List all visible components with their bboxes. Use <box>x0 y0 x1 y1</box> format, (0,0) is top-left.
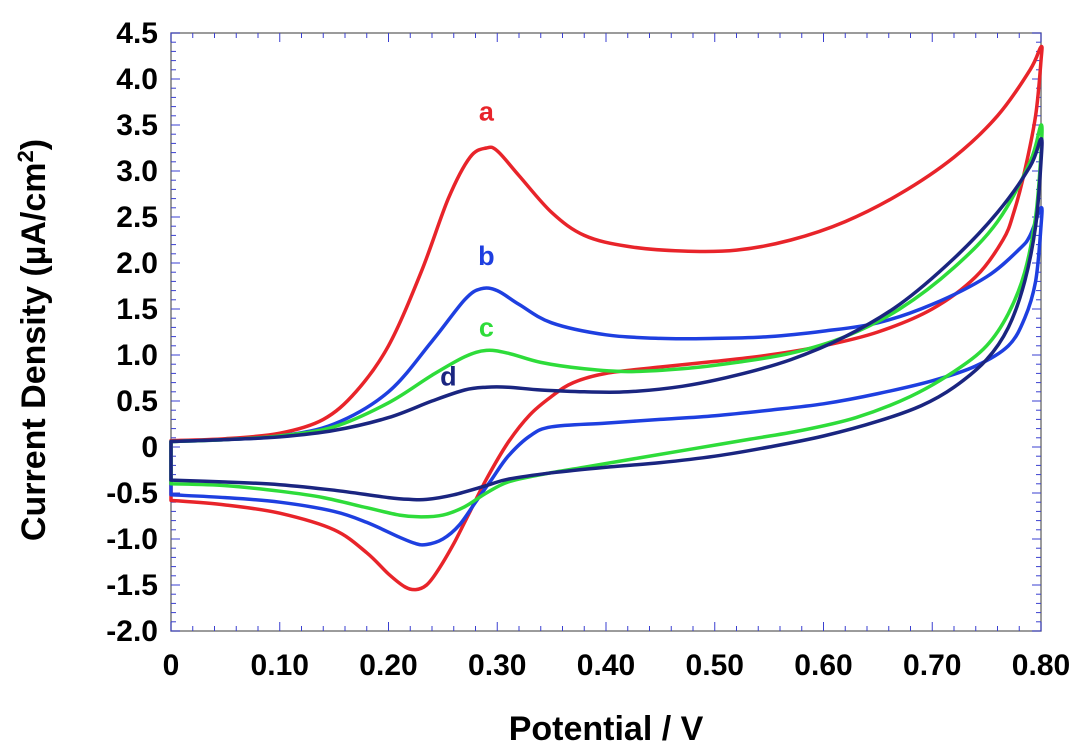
y-tick-label: -2.0 <box>106 615 158 648</box>
curve-label-b: b <box>478 241 495 271</box>
curve-labels: a b cd <box>440 96 495 391</box>
y-tick-label: 3.0 <box>116 155 158 188</box>
curve-label-c: c <box>479 313 494 343</box>
curve-label-d: d <box>440 361 457 391</box>
y-tick-label: 4.5 <box>116 17 158 50</box>
y-tick-label: 0.5 <box>116 385 158 418</box>
curve-a <box>169 44 1044 592</box>
y-tick-label: 0 <box>141 431 158 464</box>
y-tick-label: 1.5 <box>116 293 158 326</box>
data-series <box>169 44 1044 592</box>
y-tick-label: -1.0 <box>106 523 158 556</box>
x-tick-labels: 0 0.10 0.20 0.30 0.40 0.50 0.60 0.70 0.80 <box>163 649 1071 682</box>
x-tick-label: 0.20 <box>359 649 417 682</box>
x-tick-label: 0.50 <box>686 649 744 682</box>
x-tick-label: 0.10 <box>251 649 309 682</box>
x-tick-label: 0 <box>163 649 180 682</box>
curve-b <box>169 205 1044 547</box>
y-tick-label: -1.5 <box>106 569 158 602</box>
plot-frame <box>170 32 1042 632</box>
curve-label-a: a <box>479 96 495 126</box>
x-tick-label: 0.70 <box>903 649 961 682</box>
y-tick-label: 2.5 <box>116 201 158 234</box>
curve-d <box>169 137 1044 502</box>
y-axis-title-superscript: 2 <box>13 150 38 162</box>
y-tick-label: 3.5 <box>116 109 158 142</box>
x-tick-label: 0.30 <box>468 649 526 682</box>
y-tick-label: -0.5 <box>106 477 158 510</box>
x-tick-label: 0.60 <box>794 649 852 682</box>
y-tick-label: 4.0 <box>116 63 158 96</box>
y-tick-label: 2.0 <box>116 247 158 280</box>
y-axis-title-main: Current Density (µA/cm <box>15 163 53 542</box>
y-tick-label: 1.0 <box>116 339 158 372</box>
y-axis-title-close: ) <box>15 139 53 150</box>
y-axis-title: Current Density (µA/cm2) <box>13 139 53 541</box>
y-tick-labels: 4.5 4.0 3.5 3.0 2.5 2.0 1.5 1.0 0.5 0 -0.5 -1.0 -1.5… <box>106 17 158 648</box>
x-tick-label: 0.80 <box>1012 649 1070 682</box>
x-tick-label: 0.40 <box>577 649 635 682</box>
x-axis-title: Potential / V <box>509 710 704 748</box>
